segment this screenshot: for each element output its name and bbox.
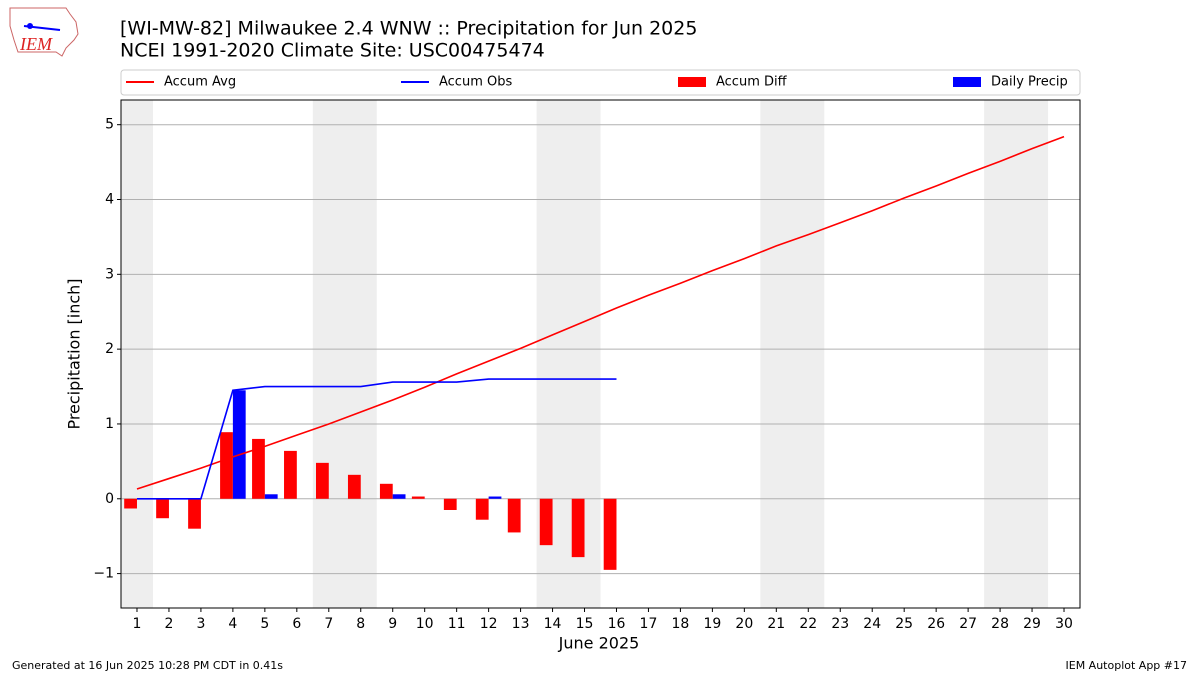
- x-tick-label: 25: [895, 616, 913, 632]
- x-tick-label: 22: [799, 616, 817, 632]
- x-tick-label: 3: [196, 616, 205, 632]
- line: [136, 378, 617, 500]
- footer-right: IEM Autoplot App #17: [1066, 659, 1188, 672]
- bar: [188, 498, 201, 529]
- legend-swatch: [678, 77, 706, 87]
- bar: [347, 474, 361, 499]
- legend-label: Accum Diff: [716, 75, 788, 90]
- legend-box: [120, 69, 1081, 96]
- y-tick-label: 0: [105, 491, 114, 507]
- x-tick-label: 15: [576, 616, 594, 632]
- x-axis-label: June 2025: [558, 634, 640, 653]
- line: [136, 135, 1065, 490]
- y-tick-label: 4: [105, 192, 114, 208]
- x-tick-label: 5: [260, 616, 269, 632]
- x-tick-label: 30: [1055, 616, 1073, 632]
- plot-frame: [120, 99, 1081, 609]
- weekend-shade: [121, 100, 153, 608]
- bar: [252, 438, 265, 499]
- bar: [379, 483, 393, 499]
- x-tick-label: 16: [608, 616, 626, 632]
- y-tick-label: 1: [105, 416, 114, 432]
- x-tick-label: 18: [672, 616, 690, 632]
- x-tick-label: 1: [133, 616, 142, 632]
- x-tick-label: 24: [863, 616, 881, 632]
- x-tick-label: 28: [991, 616, 1009, 632]
- bar: [124, 498, 137, 509]
- y-tick-label: −1: [93, 566, 114, 582]
- bar: [232, 390, 246, 499]
- chart-subtitle: NCEI 1991-2020 Climate Site: USC00475474: [120, 40, 545, 62]
- x-tick-label: 23: [831, 616, 849, 632]
- legend-swatch: [953, 77, 981, 87]
- x-tick-label: 19: [703, 616, 721, 632]
- legend-label: Daily Precip: [991, 75, 1068, 90]
- bar: [475, 498, 489, 520]
- legend-label: Accum Avg: [164, 75, 236, 90]
- weekend-shade: [760, 100, 825, 608]
- x-tick-label: 26: [927, 616, 945, 632]
- weekend-shade: [312, 100, 377, 608]
- weekend-shade: [984, 100, 1049, 608]
- x-tick-label: 29: [1023, 616, 1041, 632]
- x-tick-label: 14: [544, 616, 562, 632]
- chart-title: [WI-MW-82] Milwaukee 2.4 WNW :: Precipit…: [120, 18, 697, 40]
- bar: [156, 498, 169, 519]
- legend-label: Accum Obs: [439, 75, 512, 90]
- y-tick-label: 2: [105, 341, 114, 357]
- y-axis-label: Precipitation [inch]: [65, 278, 84, 429]
- x-tick-label: 12: [480, 616, 498, 632]
- x-tick-label: 27: [959, 616, 977, 632]
- x-tick-label: 6: [292, 616, 301, 632]
- x-tick-label: 10: [416, 616, 434, 632]
- x-tick-label: 9: [388, 616, 397, 632]
- bar: [411, 496, 425, 499]
- x-tick-label: 8: [356, 616, 365, 632]
- logo-outline: [9, 7, 79, 57]
- bar: [571, 498, 585, 558]
- footer-left: Generated at 16 Jun 2025 10:28 PM CDT in…: [12, 659, 283, 672]
- bar: [284, 450, 297, 499]
- bar: [315, 462, 329, 499]
- x-tick-label: 21: [767, 616, 785, 632]
- y-tick-label: 3: [105, 266, 114, 282]
- bar: [507, 498, 521, 533]
- bar: [539, 498, 553, 546]
- x-tick-label: 11: [448, 616, 466, 632]
- x-tick-label: 2: [164, 616, 173, 632]
- x-tick-label: 13: [512, 616, 530, 632]
- bar: [392, 494, 406, 499]
- x-tick-label: 17: [640, 616, 658, 632]
- x-tick-label: 7: [324, 616, 333, 632]
- x-tick-label: 4: [228, 616, 237, 632]
- bar: [603, 498, 617, 570]
- y-tick-label: 5: [105, 117, 114, 133]
- logo-text: IEM: [19, 34, 53, 54]
- bar: [264, 494, 278, 499]
- x-tick-label: 20: [735, 616, 753, 632]
- bar: [443, 498, 457, 510]
- bar: [488, 496, 502, 499]
- logo-dot: [27, 23, 33, 29]
- bar: [220, 432, 233, 499]
- logo: IEM: [9, 7, 79, 57]
